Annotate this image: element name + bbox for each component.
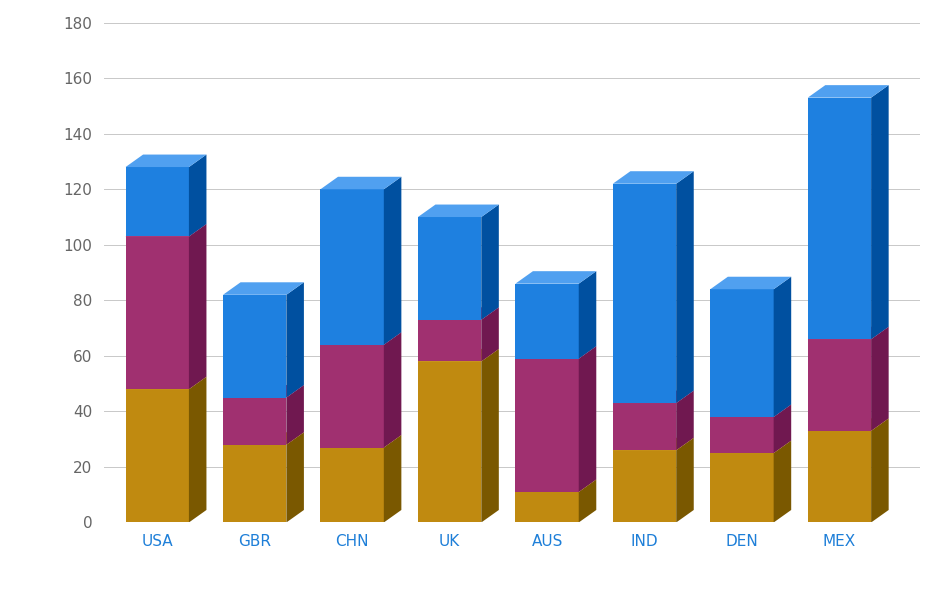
Bar [223, 295, 286, 397]
Polygon shape [515, 271, 595, 284]
Polygon shape [481, 205, 498, 320]
Bar [320, 189, 384, 345]
Polygon shape [223, 432, 303, 444]
Polygon shape [481, 349, 498, 522]
Bar [223, 444, 286, 522]
Polygon shape [709, 440, 790, 453]
Polygon shape [320, 435, 401, 447]
Polygon shape [384, 435, 401, 522]
Polygon shape [807, 418, 887, 431]
Polygon shape [417, 349, 498, 361]
Bar [417, 217, 481, 320]
Bar [320, 447, 384, 522]
Polygon shape [286, 385, 303, 444]
Bar [612, 450, 676, 522]
Polygon shape [320, 177, 401, 189]
Polygon shape [578, 346, 595, 492]
Bar [515, 284, 578, 359]
Polygon shape [189, 155, 206, 236]
Polygon shape [807, 85, 887, 98]
Polygon shape [125, 224, 206, 236]
Polygon shape [870, 327, 887, 431]
Bar [807, 339, 870, 431]
Bar [807, 431, 870, 522]
Bar [709, 289, 773, 417]
Polygon shape [807, 327, 887, 339]
Polygon shape [870, 418, 887, 522]
Polygon shape [709, 277, 790, 289]
Polygon shape [676, 171, 693, 403]
Polygon shape [773, 440, 790, 522]
Bar [612, 184, 676, 403]
Polygon shape [125, 377, 206, 389]
Bar [125, 389, 189, 522]
Polygon shape [189, 377, 206, 522]
Polygon shape [773, 405, 790, 453]
Polygon shape [286, 282, 303, 397]
Bar [125, 167, 189, 236]
Polygon shape [384, 332, 401, 447]
Polygon shape [417, 205, 498, 217]
Polygon shape [286, 432, 303, 522]
Bar [223, 397, 286, 444]
Polygon shape [223, 282, 303, 295]
Bar [515, 492, 578, 522]
Polygon shape [515, 346, 595, 359]
Polygon shape [870, 85, 887, 339]
Polygon shape [773, 277, 790, 417]
Bar [320, 345, 384, 447]
Polygon shape [189, 224, 206, 389]
Polygon shape [709, 405, 790, 417]
Polygon shape [676, 390, 693, 450]
Polygon shape [612, 171, 693, 184]
Polygon shape [612, 438, 693, 450]
Polygon shape [481, 307, 498, 361]
Bar [807, 98, 870, 339]
Bar [417, 361, 481, 522]
Bar [417, 320, 481, 361]
Bar [709, 453, 773, 522]
Bar [709, 417, 773, 453]
Polygon shape [578, 271, 595, 359]
Bar [612, 403, 676, 450]
Polygon shape [384, 177, 401, 345]
Polygon shape [515, 480, 595, 492]
Polygon shape [676, 438, 693, 522]
Bar [515, 359, 578, 492]
Bar [125, 236, 189, 389]
Polygon shape [612, 390, 693, 403]
Polygon shape [417, 307, 498, 320]
Polygon shape [125, 155, 206, 167]
Polygon shape [578, 480, 595, 522]
Polygon shape [223, 385, 303, 397]
Polygon shape [320, 332, 401, 345]
